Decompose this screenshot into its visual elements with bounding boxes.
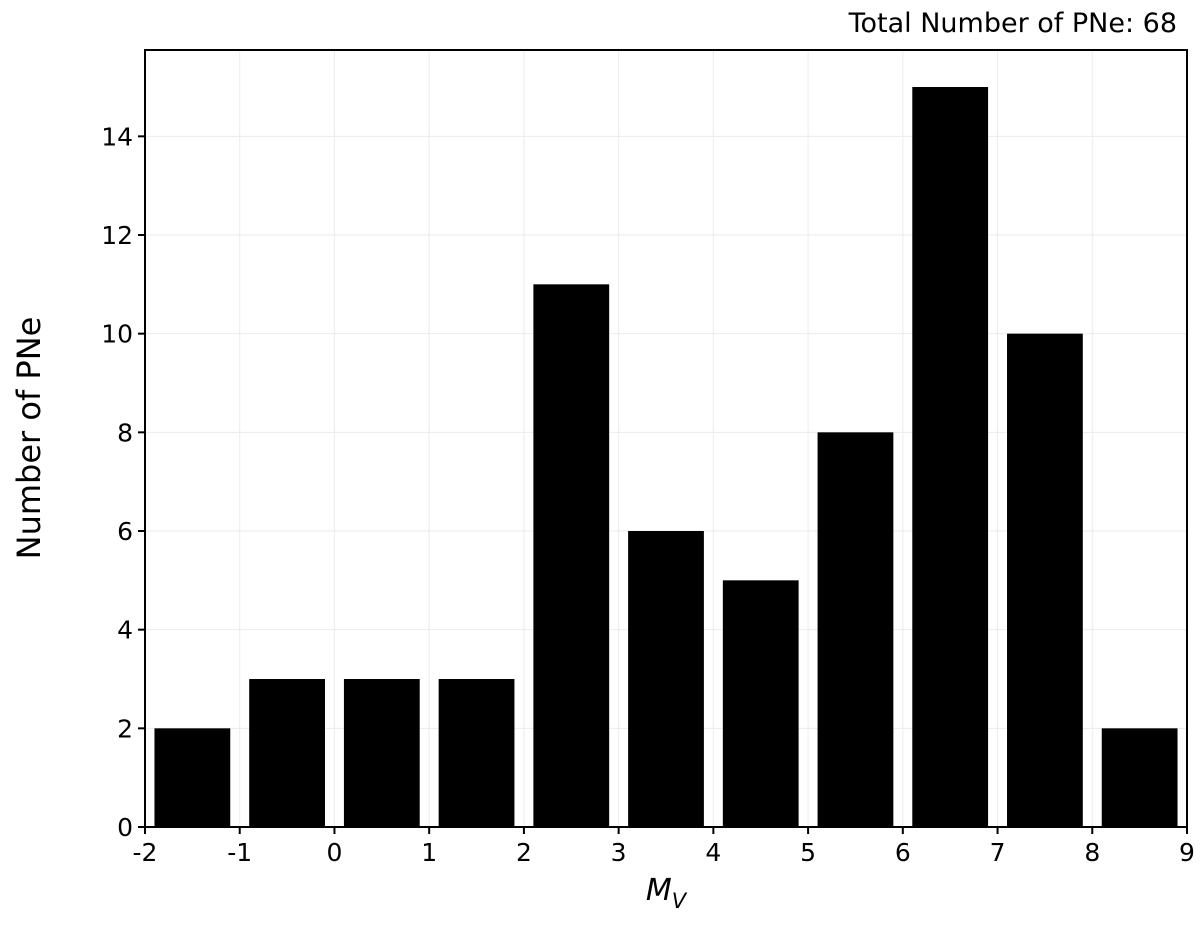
- y-tick-label: 4: [117, 616, 133, 645]
- bar: [249, 679, 325, 827]
- x-tick-label: 8: [1084, 838, 1100, 867]
- y-tick-label: 2: [117, 714, 133, 743]
- bar: [817, 432, 894, 827]
- x-tick-label: 5: [800, 838, 816, 867]
- x-axis-label-main: M: [646, 873, 672, 908]
- y-tick-label: 8: [117, 418, 133, 447]
- y-tick-label: 14: [101, 122, 133, 151]
- bar: [438, 679, 515, 827]
- bar: [722, 580, 799, 827]
- y-tick-label: 10: [101, 320, 133, 349]
- annotation: Total Number of PNe: 68: [848, 8, 1177, 39]
- x-tick-label: 2: [516, 838, 532, 867]
- y-tick-label: 0: [117, 813, 133, 842]
- bar: [1101, 728, 1178, 827]
- bar: [912, 87, 989, 827]
- x-axis-label: MV: [646, 873, 688, 913]
- bar: [533, 284, 610, 827]
- x-tick-label: 1: [421, 838, 437, 867]
- x-tick-label: 7: [990, 838, 1006, 867]
- x-tick-label: -1: [227, 838, 252, 867]
- x-tick-label: 3: [611, 838, 627, 867]
- x-tick-label: 4: [705, 838, 721, 867]
- x-tick-label: 6: [895, 838, 911, 867]
- y-tick-label: 12: [101, 221, 133, 250]
- x-tick-label: -2: [133, 838, 158, 867]
- plot-frame: [144, 49, 1188, 828]
- x-axis-label-subscript: V: [672, 889, 688, 913]
- bar: [343, 679, 420, 827]
- x-tick-label: 9: [1179, 838, 1195, 867]
- bar: [154, 728, 231, 827]
- y-tick-label: 6: [117, 517, 133, 546]
- y-axis-label: Number of PNe: [10, 317, 48, 560]
- bar: [628, 531, 704, 827]
- bar: [1007, 333, 1083, 827]
- x-tick-label: 0: [327, 838, 343, 867]
